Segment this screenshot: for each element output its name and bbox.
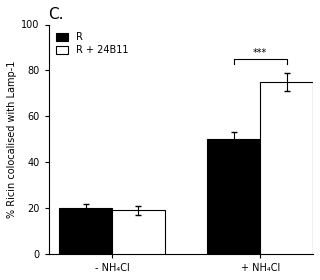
Y-axis label: % Ricin colocalised with Lamp-1: % Ricin colocalised with Lamp-1 [7, 60, 17, 218]
Bar [112, 210, 165, 254]
Text: ***: *** [253, 48, 267, 58]
Bar [59, 208, 112, 254]
Bar [260, 82, 313, 254]
Legend: R, R + 24B11: R, R + 24B11 [53, 29, 131, 58]
Text: C.: C. [49, 7, 64, 22]
Bar [207, 139, 260, 254]
